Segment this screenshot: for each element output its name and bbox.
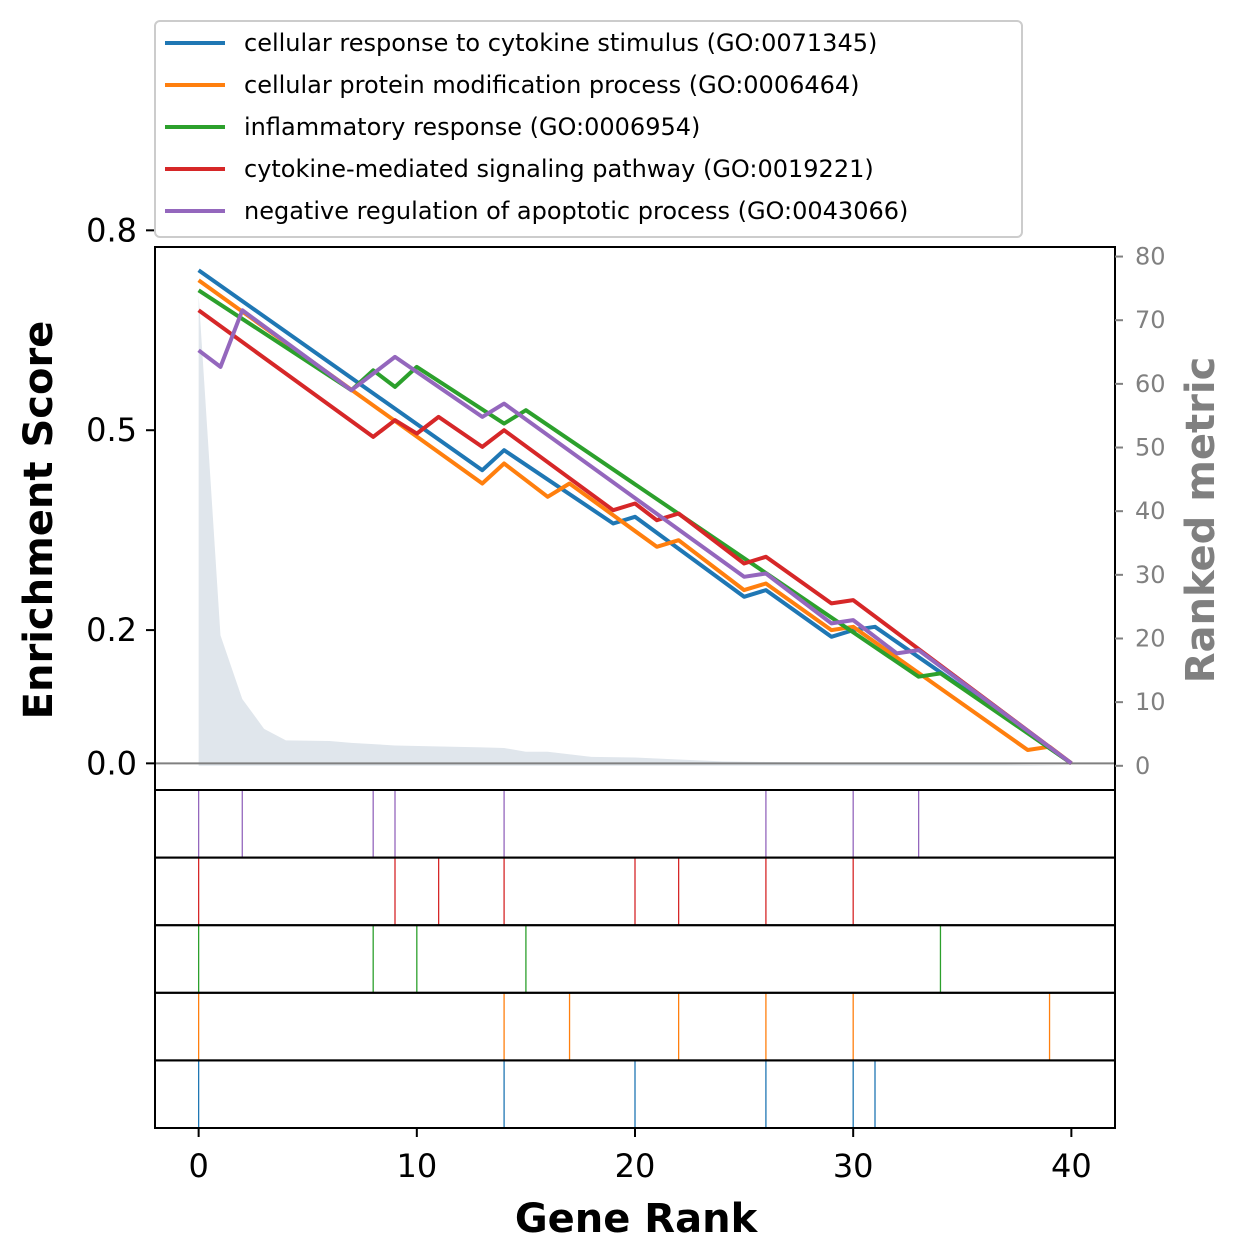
x-tick-label: 30 xyxy=(833,1147,874,1185)
es-line-series-2 xyxy=(197,278,1073,765)
es-line-series-1 xyxy=(197,268,1073,765)
y-tick-label: 0.2 xyxy=(86,611,137,649)
y-tick-label: 0.5 xyxy=(86,411,137,449)
legend-label-series-3: inflammatory response (GO:0006954) xyxy=(244,113,700,141)
legend-label-series-4: cytokine-mediated signaling pathway (GO:… xyxy=(244,155,874,183)
y-tick-label: 0.8 xyxy=(86,211,137,249)
x-axis-label: Gene Rank xyxy=(515,1196,759,1242)
y2-tick-label: 30 xyxy=(1135,561,1166,589)
x-tick-label: 10 xyxy=(396,1147,437,1185)
y2-tick-label: 80 xyxy=(1135,243,1166,271)
y2-axis-label: Ranked metric xyxy=(1178,357,1224,684)
y2-tick-label: 40 xyxy=(1135,497,1166,525)
legend-label-series-2: cellular protein modification process (G… xyxy=(244,71,860,99)
es-line-series-5 xyxy=(197,308,1073,765)
y2-tick-label: 10 xyxy=(1135,688,1166,716)
y-axis-label: Enrichment Score xyxy=(16,321,62,720)
legend: cellular response to cytokine stimulus (… xyxy=(154,20,1023,238)
y-tick-label: 0.0 xyxy=(86,744,137,782)
x-tick-label: 0 xyxy=(188,1147,208,1185)
x-tick-label: 20 xyxy=(615,1147,656,1185)
y2-tick-label: 50 xyxy=(1135,434,1166,462)
legend-label-series-5: negative regulation of apoptotic process… xyxy=(244,197,908,225)
y2-tick-label: 60 xyxy=(1135,370,1166,398)
y2-tick-label: 20 xyxy=(1135,624,1166,652)
x-tick-label: 40 xyxy=(1051,1147,1092,1185)
y2-tick-label: 0 xyxy=(1135,752,1150,780)
es-line-series-4 xyxy=(197,308,1073,765)
y2-tick-label: 70 xyxy=(1135,306,1166,334)
legend-label-series-1: cellular response to cytokine stimulus (… xyxy=(244,29,877,57)
legend-box xyxy=(154,20,1023,238)
